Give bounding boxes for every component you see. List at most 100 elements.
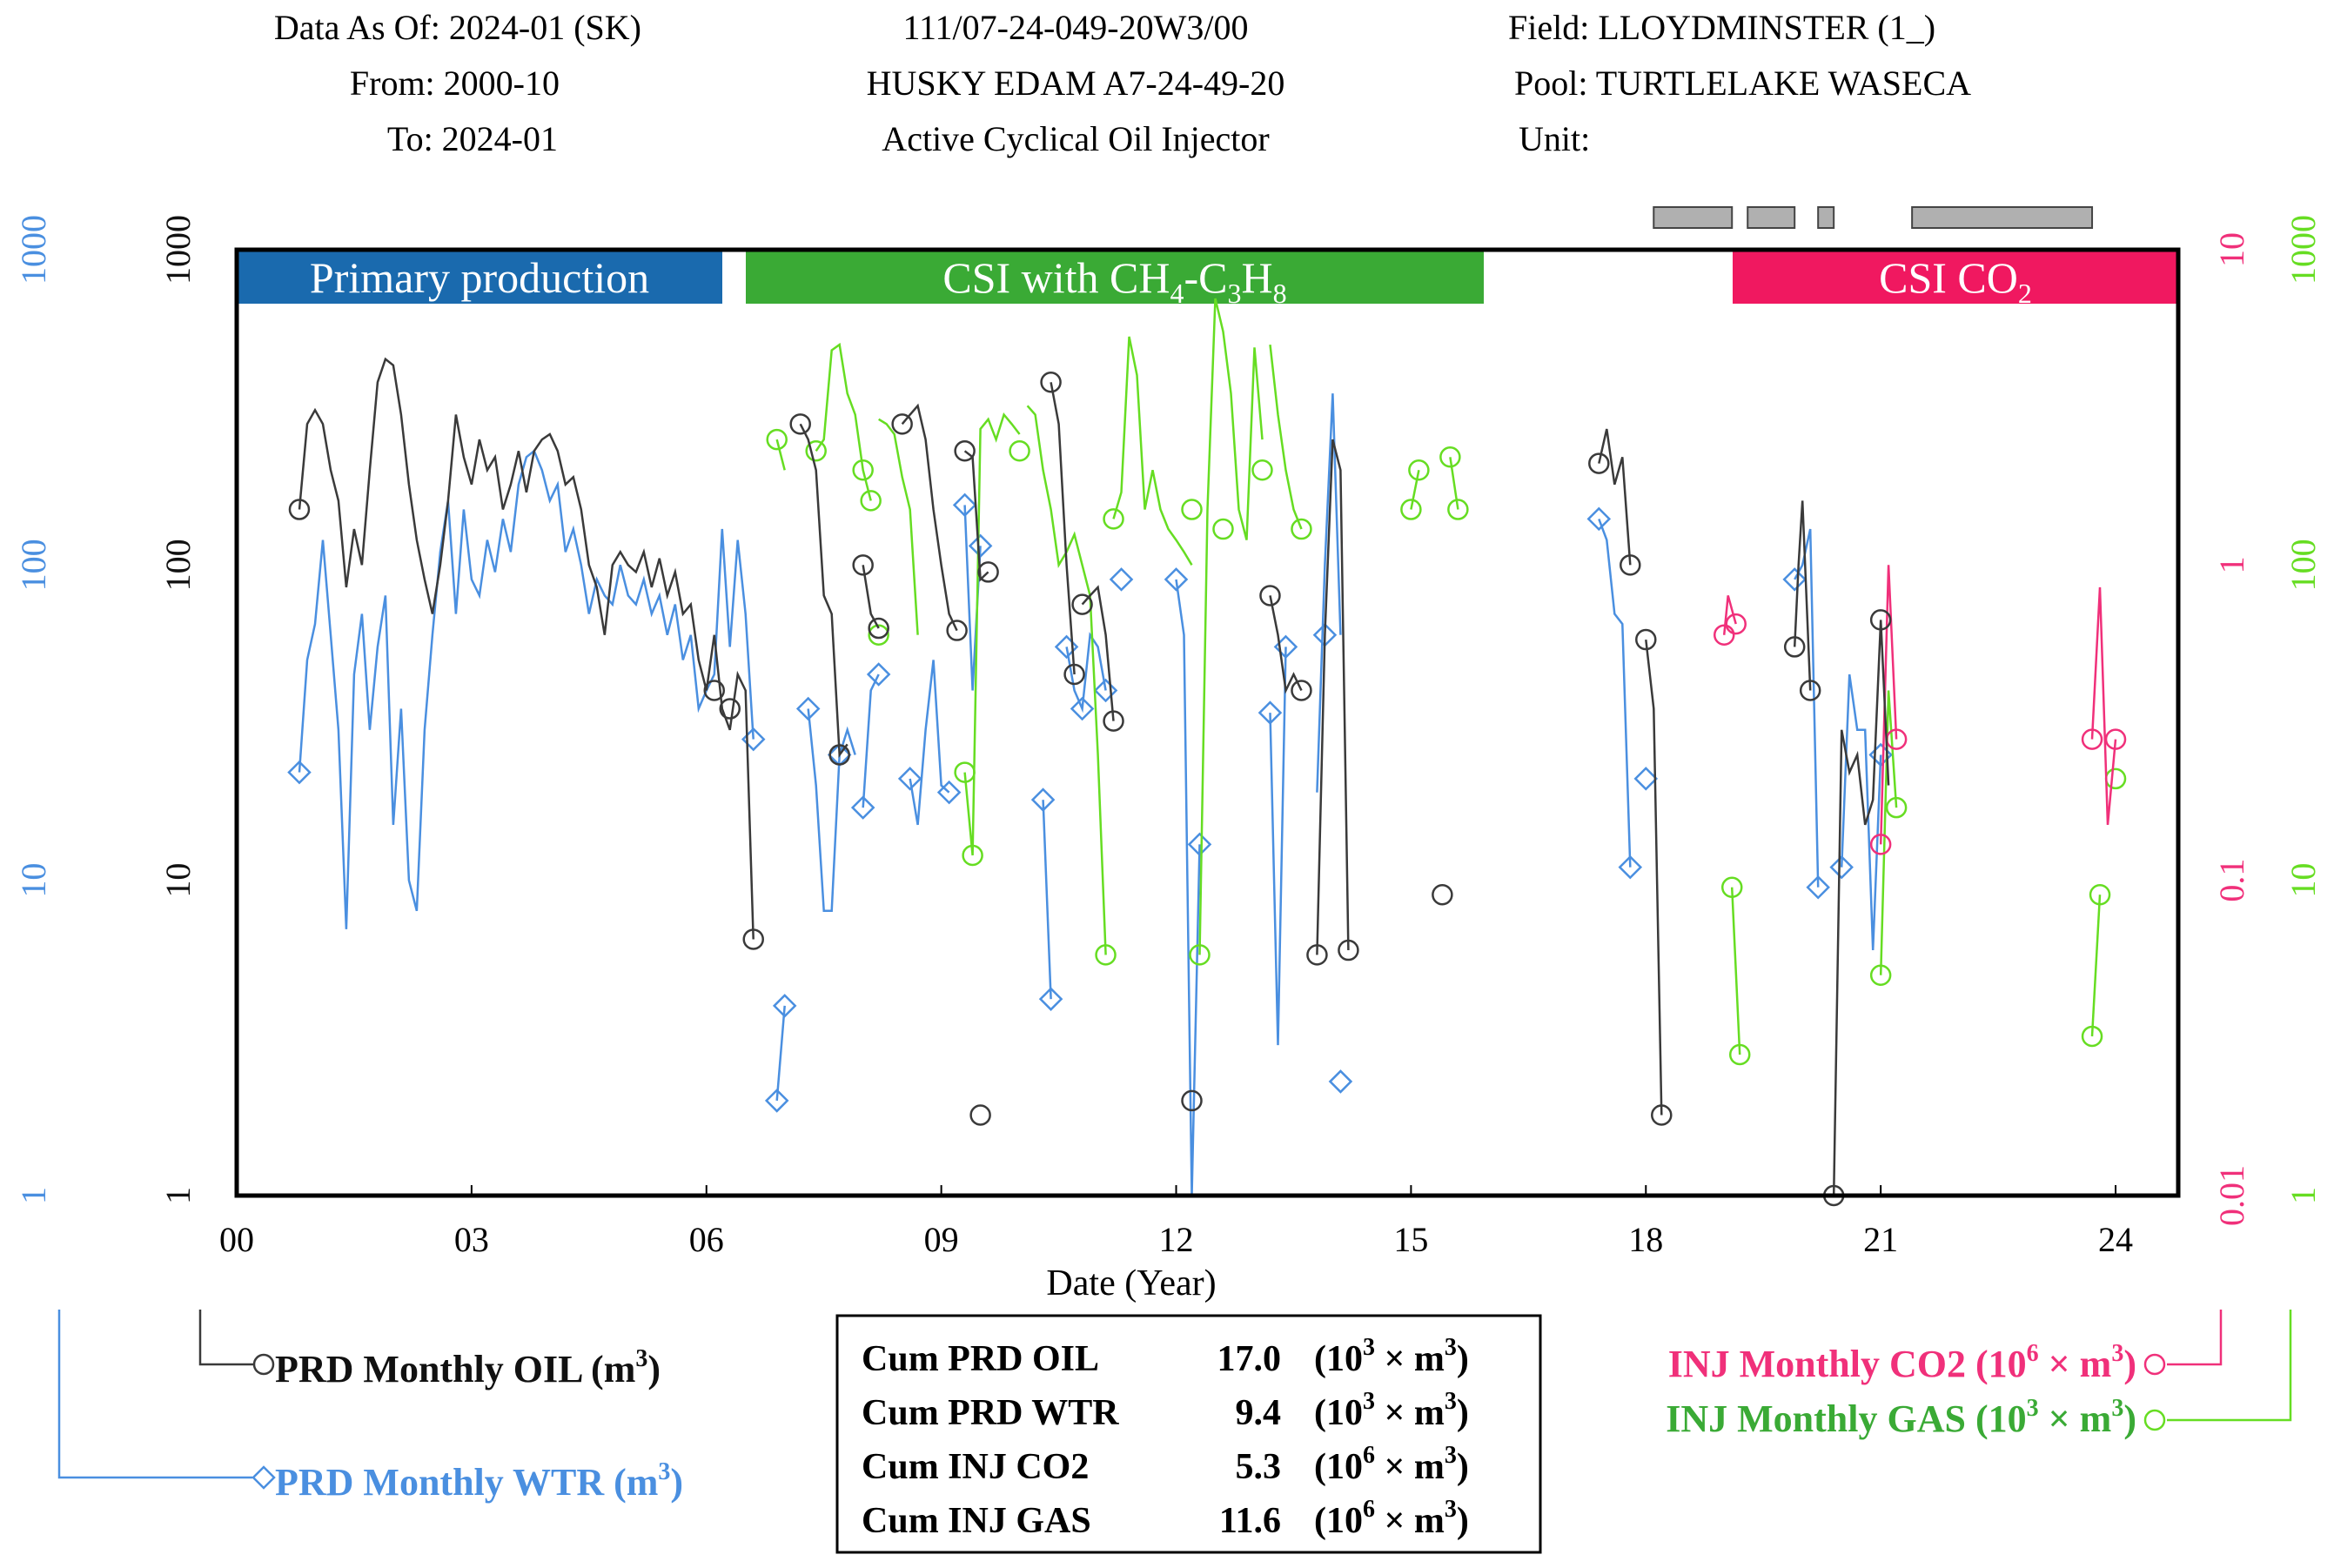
from-date: From: 2000-10 <box>349 64 560 103</box>
water-point <box>1038 987 1063 1011</box>
oil-point <box>1291 680 1312 701</box>
gas-line-segment <box>1730 887 1741 1055</box>
water-point <box>1829 854 1854 880</box>
series-oil <box>288 357 1892 1207</box>
water-line-segment <box>1042 800 1052 1000</box>
series-water <box>287 393 1893 1196</box>
water-line-segment <box>1598 518 1632 868</box>
oil-point <box>1620 554 1641 576</box>
wtr-legend-marker <box>252 1465 276 1490</box>
oil-point <box>1869 609 1892 631</box>
to-date: To: 2024-01 <box>386 119 558 158</box>
gas-point <box>1189 944 1211 966</box>
y-tick-label-oil: 1000 <box>158 215 198 285</box>
oil-legend-label: PRD Monthly OIL (m3) <box>275 1345 661 1390</box>
water-point <box>1030 787 1056 812</box>
cum-value: 17.0 <box>1217 1339 1282 1379</box>
oil-legend-leader <box>198 1310 261 1366</box>
y-tick-label-gas: 1000 <box>2284 215 2323 285</box>
water-point <box>795 696 821 721</box>
oil-point <box>789 413 811 435</box>
gas-point <box>1291 518 1312 540</box>
oil-point <box>742 928 764 950</box>
gas-line-segment <box>878 418 919 635</box>
water-point <box>287 760 312 785</box>
gas-point <box>868 624 889 646</box>
oil-line-segment <box>1081 585 1115 721</box>
wtr-legend-leader <box>57 1310 252 1479</box>
gas-point <box>2089 883 2111 906</box>
cum-unit: (103 × m3) <box>1314 1388 1469 1433</box>
oil-point <box>868 617 889 640</box>
cum-unit: (103 × m3) <box>1314 1334 1469 1379</box>
oil-line-segment <box>901 403 958 632</box>
gas-point <box>1408 459 1430 481</box>
gas-point <box>1885 796 1908 819</box>
gas-point <box>1720 876 1743 898</box>
oil-point <box>891 413 913 435</box>
well-name: HUSKY EDAM A7-24-49-20 <box>866 64 1285 103</box>
oil-point <box>1063 663 1085 686</box>
water-point <box>764 1089 789 1113</box>
cum-unit: (106 × m3) <box>1314 1496 1469 1541</box>
water-point <box>1187 832 1212 857</box>
oil-point <box>1588 452 1610 474</box>
gas-point <box>1251 459 1273 481</box>
gas-point <box>1095 944 1117 966</box>
oil-point <box>1040 372 1062 393</box>
water-point <box>866 662 891 687</box>
cum-value: 11.6 <box>1219 1501 1281 1541</box>
oil-point <box>1338 939 1359 962</box>
oil-line-segment <box>799 423 848 759</box>
x-tick-label: 06 <box>689 1220 724 1259</box>
y-tick-label-co2: 10 <box>2212 232 2251 267</box>
oil-point <box>1259 585 1281 606</box>
y-tick-label-gas: 1 <box>2284 1187 2323 1204</box>
gas-line-segment <box>815 342 872 501</box>
y-tick-label-co2: 0.01 <box>2212 1165 2251 1226</box>
oil-point <box>288 499 311 520</box>
oil-point <box>946 620 968 641</box>
x-tick-label: 00 <box>219 1220 254 1259</box>
y-axes: 1 10 100 1000 1 10 100 1000 0.01 0.1 1 10 1 10 100 1000 <box>14 215 2323 1226</box>
cumulative-box <box>835 1314 1542 1554</box>
gas-point <box>1447 499 1469 520</box>
gas-line-segment <box>1198 298 1264 955</box>
water-line-segment <box>775 1005 786 1102</box>
co2-point <box>1869 834 1892 855</box>
gas-point <box>1103 508 1124 530</box>
oil-line-segment <box>1598 428 1632 566</box>
wtr-legend-label: PRD Monthly WTR (m3) <box>275 1458 683 1504</box>
x-tick-label: 03 <box>454 1220 489 1259</box>
gas-legend-label: INJ Monthly GAS (103 × m3) <box>1666 1395 2136 1440</box>
oil-point <box>719 698 741 720</box>
oil-point <box>828 744 850 766</box>
well-status: Active Cyclical Oil Injector <box>882 119 1270 158</box>
gas-line-segment <box>1410 470 1420 510</box>
y-tick-label-water: 100 <box>14 539 53 591</box>
series-co2 <box>1713 565 2127 855</box>
y-tick-label-oil: 100 <box>158 539 198 591</box>
gas-point <box>1439 446 1461 468</box>
y-tick-label-water: 1 <box>14 1187 53 1204</box>
gas-point <box>805 440 827 462</box>
status-bar-2 <box>1817 206 1835 229</box>
gas-legend-marker <box>2143 1409 2166 1431</box>
oil-line-segment <box>1050 382 1076 675</box>
series-gas <box>766 298 2127 1066</box>
gas-point <box>766 428 788 451</box>
water-line-segment <box>862 673 880 808</box>
y-tick-label-water: 10 <box>14 863 53 898</box>
oil-line-segment <box>963 450 989 582</box>
oil-point <box>1432 883 1453 906</box>
water-line-segment <box>1840 673 1882 951</box>
x-tick-label: 15 <box>1393 1220 1428 1259</box>
water-point <box>1328 1069 1353 1094</box>
gas-line-segment <box>1112 336 1193 566</box>
gas-legend-leader <box>2167 1310 2292 1422</box>
water-point <box>1054 634 1079 660</box>
co2-point <box>1713 624 1735 646</box>
gas-line-segment <box>963 412 1021 856</box>
water-point <box>1586 506 1612 532</box>
